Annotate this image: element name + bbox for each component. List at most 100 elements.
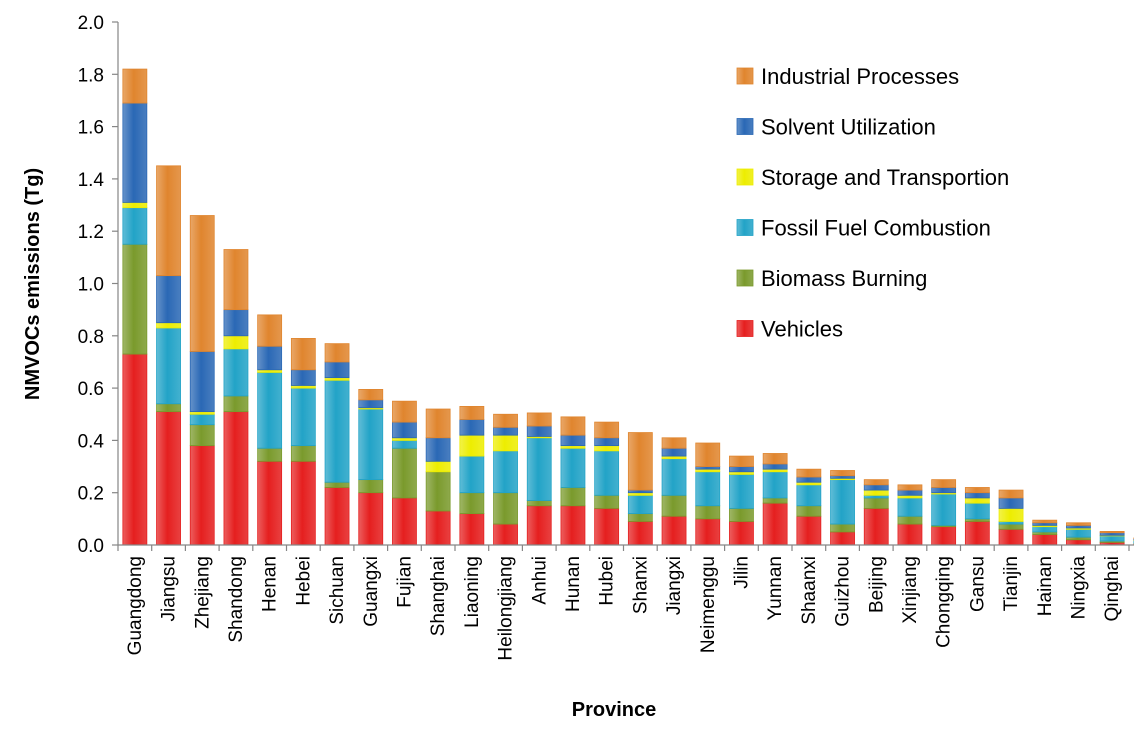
bar-segment	[831, 470, 855, 475]
legend-swatch	[737, 68, 753, 84]
x-tick-label: Shanghai	[428, 556, 449, 636]
legend-swatch	[737, 169, 753, 185]
bar-segment	[628, 521, 652, 545]
bar-segment	[157, 323, 181, 328]
bar-segment	[999, 490, 1023, 498]
x-tick-label: Ningxia	[1068, 556, 1089, 620]
bar-segment	[291, 446, 315, 462]
legend-label: Biomass Burning	[761, 266, 927, 291]
bar-segment	[561, 448, 585, 487]
x-tick-label: Shaanxi	[799, 556, 820, 625]
bar-segment	[123, 69, 147, 103]
bar-segment	[831, 524, 855, 532]
x-tick-label: Beijing	[866, 556, 887, 613]
bar-segment	[999, 508, 1023, 521]
bar-segment	[527, 438, 551, 501]
bar-segment	[392, 440, 416, 448]
bar-segment	[864, 490, 888, 495]
bar-segment	[359, 493, 383, 545]
x-tick-label: Hainan	[1035, 556, 1056, 616]
bar-segment	[797, 469, 821, 477]
legend-label: Solvent Utilization	[761, 115, 936, 140]
bar-segment	[224, 336, 248, 349]
y-tick-label: 0.2	[78, 484, 104, 505]
bar-segment	[595, 451, 619, 495]
bar-segment	[932, 480, 956, 488]
bar-segment	[797, 485, 821, 506]
bar-segment	[291, 338, 315, 369]
bar-segment	[999, 524, 1023, 529]
bar-segment	[831, 480, 855, 524]
bar-segment	[190, 446, 214, 545]
x-tick-label: Yunnan	[765, 556, 786, 620]
x-tick-label: Jiangxi	[664, 556, 685, 615]
bar-segment	[426, 511, 450, 545]
bar-segment	[190, 351, 214, 411]
bar-segment	[561, 506, 585, 545]
bar-segment	[595, 508, 619, 545]
bar-segment	[123, 208, 147, 245]
legend-label: Storage and Transportion	[761, 165, 1009, 190]
bar-segment	[763, 503, 787, 545]
bar-segment	[864, 485, 888, 490]
bar-segment	[157, 412, 181, 545]
bar-segment	[224, 250, 248, 310]
legend-swatch	[737, 321, 753, 337]
bar-segment	[965, 487, 989, 492]
bar-segment	[494, 414, 518, 427]
bar-segment	[898, 485, 922, 490]
bar-segment	[1066, 540, 1090, 545]
bar-segment	[190, 414, 214, 424]
y-tick-label: 0.0	[78, 536, 104, 557]
bar-segment	[1033, 520, 1057, 523]
bar-segment	[258, 448, 282, 461]
bar-segment	[898, 516, 922, 524]
legend-swatch	[737, 119, 753, 135]
bar-segment	[797, 506, 821, 516]
bar-segment	[460, 406, 484, 419]
bar-segment	[729, 474, 753, 508]
bar-segment	[965, 503, 989, 519]
bar-segment	[1066, 529, 1090, 537]
bar-segment	[426, 461, 450, 471]
bar-segment	[595, 446, 619, 451]
legend-swatch	[737, 220, 753, 236]
y-tick-label: 1.8	[78, 65, 104, 86]
x-tick-label: Heilongjiang	[496, 556, 517, 661]
bar-segment	[291, 388, 315, 446]
bar-segment	[460, 493, 484, 514]
y-tick-label: 1.2	[78, 222, 104, 243]
y-tick-label: 1.6	[78, 118, 104, 139]
bar-segment	[932, 487, 956, 492]
bar-segment	[797, 477, 821, 482]
bar-segment	[628, 495, 652, 513]
bar-segment	[864, 480, 888, 485]
bar-segment	[527, 413, 551, 426]
bar-segment	[561, 487, 585, 505]
bar-segment	[325, 362, 349, 378]
bar-segment	[392, 448, 416, 498]
bar-segment	[729, 521, 753, 545]
y-ticks: 0.0 0.2 0.4 0.6 0.8 1.0 1.2 1.4 1.6 1.8 2.0	[78, 13, 118, 557]
bar-segment	[224, 412, 248, 545]
bar-segment	[527, 506, 551, 545]
bar-segment	[190, 216, 214, 352]
bar-segment	[1066, 523, 1090, 526]
bar-segment	[561, 417, 585, 435]
bar-segment	[123, 354, 147, 545]
bar-segment	[392, 422, 416, 438]
bar-segment	[426, 409, 450, 438]
bar-segment	[460, 419, 484, 435]
bar-segment	[291, 461, 315, 545]
bar-segment	[494, 451, 518, 493]
x-tick-label: Tianjin	[1001, 556, 1022, 611]
bar-segment	[696, 506, 720, 519]
bar-segment	[325, 487, 349, 545]
bar-segment	[258, 372, 282, 448]
bar-segment	[494, 427, 518, 435]
legend-label: Fossil Fuel Combustion	[761, 216, 991, 241]
bar-segment	[1100, 536, 1124, 541]
bar-segment	[258, 461, 282, 545]
bar-segment	[157, 166, 181, 276]
